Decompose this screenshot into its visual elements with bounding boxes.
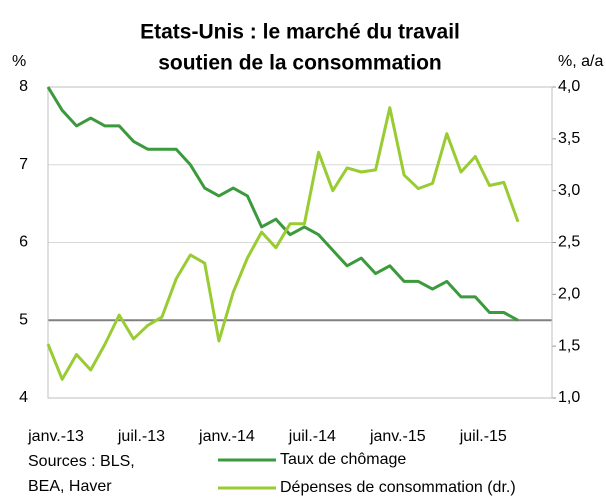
chart-title: soutien de la consommation [158,52,442,75]
x-tick-label: juil.-14 [288,428,336,445]
source-note: Sources : BLS, [28,453,135,470]
y-tick-label: 7 [19,156,28,173]
y-tick-label: 6 [19,234,28,251]
x-tick-label: janv.-15 [369,428,426,445]
x-tick-label: juil.-13 [117,428,165,445]
y2-tick-label: 3,0 [558,182,580,199]
x-tick-label: janv.-14 [198,428,255,445]
data-line [46,86,519,322]
y2-tick-label: 3,5 [558,130,580,147]
y-tick-label: 4 [19,389,28,406]
plot-frame [47,86,553,399]
y2-tick-label: 2,5 [558,234,580,251]
x-tick-label: juil.-15 [459,428,507,445]
source-note: BEA, Haver [28,478,112,495]
x-tick-label: janv.-13 [27,428,84,445]
y2-tick-label: 1,0 [558,389,580,406]
y-tick-label: 8 [19,78,28,95]
legend-label: Dépenses de consommation (dr.) [280,479,516,496]
data-line [46,106,520,381]
y2-tick-label: 1,5 [558,337,580,354]
y-tick-label: 5 [19,311,28,328]
chart-title: Etats-Unis : le marché du travail [140,21,460,44]
y-axis-label: % [12,53,26,70]
y2-tick-label: 4,0 [558,78,580,95]
y2-axis-label: %, a/a [558,53,603,70]
legend-label: Taux de chômage [280,451,406,468]
y2-tick-label: 2,0 [558,286,580,303]
